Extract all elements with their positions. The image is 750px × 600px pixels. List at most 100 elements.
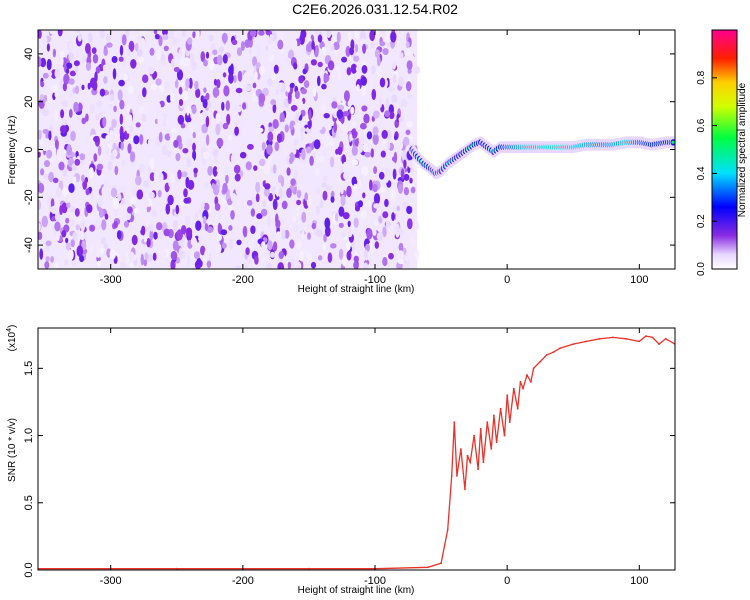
snr-y-multiplier: (x104) <box>6 325 18 352</box>
heatmap-cell <box>370 41 375 49</box>
heatmap-cell <box>388 111 395 120</box>
heatmap-cell <box>317 255 323 261</box>
heatmap-cell <box>78 218 82 224</box>
heatmap-cell <box>250 225 256 234</box>
snr-x-tick-label: -300 <box>100 575 122 587</box>
heatmap-cell <box>91 47 97 54</box>
heatmap-cell <box>277 262 284 269</box>
heatmap-cell <box>291 38 298 50</box>
heatmap-cell <box>255 193 260 203</box>
heatmap-cell <box>286 167 291 176</box>
heatmap-cell <box>279 112 285 124</box>
heatmap-cell <box>74 158 81 166</box>
heatmap-cell <box>274 141 280 152</box>
snr-point <box>450 475 453 477</box>
heatmap-cell <box>49 30 54 34</box>
heatmap-cell <box>189 123 194 134</box>
heatmap-cell <box>233 74 237 84</box>
heatmap-cell <box>242 225 248 238</box>
heatmap-cell <box>56 231 60 242</box>
heatmap-cell <box>298 76 304 84</box>
heatmap-cell <box>163 228 171 237</box>
heatmap-cell <box>162 30 168 36</box>
heatmap-cell <box>130 151 136 162</box>
heatmap-cell <box>350 223 355 230</box>
heatmap-cell <box>152 252 157 261</box>
heatmap-cell <box>354 44 359 53</box>
heatmap-cell <box>293 147 297 155</box>
snr-point <box>440 562 442 565</box>
heatmap-cell <box>350 63 358 74</box>
heatmap-cell <box>286 155 291 166</box>
heatmap-cell <box>245 247 250 256</box>
heatmap-cell <box>296 189 302 199</box>
heatmap-cell <box>376 67 383 77</box>
heatmap-cell <box>99 88 106 97</box>
snr-point <box>486 421 489 423</box>
heatmap-cell <box>327 60 335 71</box>
heatmap-cell <box>130 59 137 69</box>
heatmap-cell <box>49 156 56 163</box>
heatmap-cell <box>157 231 164 239</box>
heatmap-cell <box>143 235 148 243</box>
heatmap-cell <box>172 219 178 232</box>
heatmap-cell <box>60 146 64 154</box>
heatmap-cell <box>138 106 145 114</box>
heatmap-cell <box>212 87 220 98</box>
heatmap-cell <box>198 235 204 242</box>
heatmap-cell <box>157 190 162 198</box>
heatmap-cell <box>95 114 100 121</box>
heatmap-cell <box>195 211 199 220</box>
heatmap-y-tick-label: 40 <box>23 48 35 60</box>
heatmap-cell <box>324 226 331 237</box>
heatmap-cell <box>123 220 130 228</box>
heatmap-cell <box>396 205 400 212</box>
heatmap-cell <box>292 209 299 215</box>
heatmap-cell <box>185 227 193 237</box>
heatmap-cell <box>139 163 146 173</box>
heatmap-cell <box>182 148 189 154</box>
heatmap-cell <box>293 62 298 70</box>
heatmap-cell <box>190 236 197 247</box>
heatmap-ridge-core <box>671 140 675 144</box>
heatmap-cell <box>314 167 320 177</box>
heatmap-cell <box>183 188 188 198</box>
heatmap-cell <box>179 39 183 50</box>
heatmap-cell <box>311 40 315 50</box>
snr-panel: -300 -200 -100 0 100 0.0 0.5 1.0 1.5 Height of … <box>6 325 676 596</box>
heatmap-cell <box>70 141 76 149</box>
heatmap-cell <box>38 56 42 68</box>
heatmap-cell <box>203 87 207 93</box>
heatmap-cell <box>116 230 122 240</box>
heatmap-cell <box>407 218 413 230</box>
heatmap-cell <box>414 250 420 258</box>
heatmap-cell <box>347 220 351 227</box>
heatmap-cell <box>149 223 154 232</box>
heatmap-cell <box>193 172 198 178</box>
heatmap-cell <box>313 139 321 150</box>
heatmap-cell <box>407 93 413 99</box>
heatmap-cell <box>41 141 49 151</box>
heatmap-cell <box>68 51 74 62</box>
heatmap-cell <box>244 39 251 48</box>
heatmap-x-axis-label: Height of straight line (km) <box>298 284 415 295</box>
heatmap-cell <box>385 98 390 109</box>
heatmap-cell <box>376 231 384 241</box>
snr-point <box>508 421 511 423</box>
heatmap-cell <box>404 255 410 262</box>
heatmap-cell <box>111 79 116 91</box>
heatmap-cell <box>191 105 197 115</box>
heatmap-cell <box>205 92 210 101</box>
heatmap-cell <box>186 254 191 266</box>
heatmap-cell <box>178 247 183 258</box>
heatmap-cell <box>360 122 367 130</box>
heatmap-cell <box>153 231 158 240</box>
heatmap-cell <box>103 48 108 56</box>
snr-point <box>598 337 601 340</box>
heatmap-cell <box>136 49 143 57</box>
heatmap-cell <box>129 162 136 168</box>
heatmap-cell <box>40 81 45 88</box>
heatmap-cell <box>272 103 277 114</box>
heatmap-cell <box>131 234 138 246</box>
